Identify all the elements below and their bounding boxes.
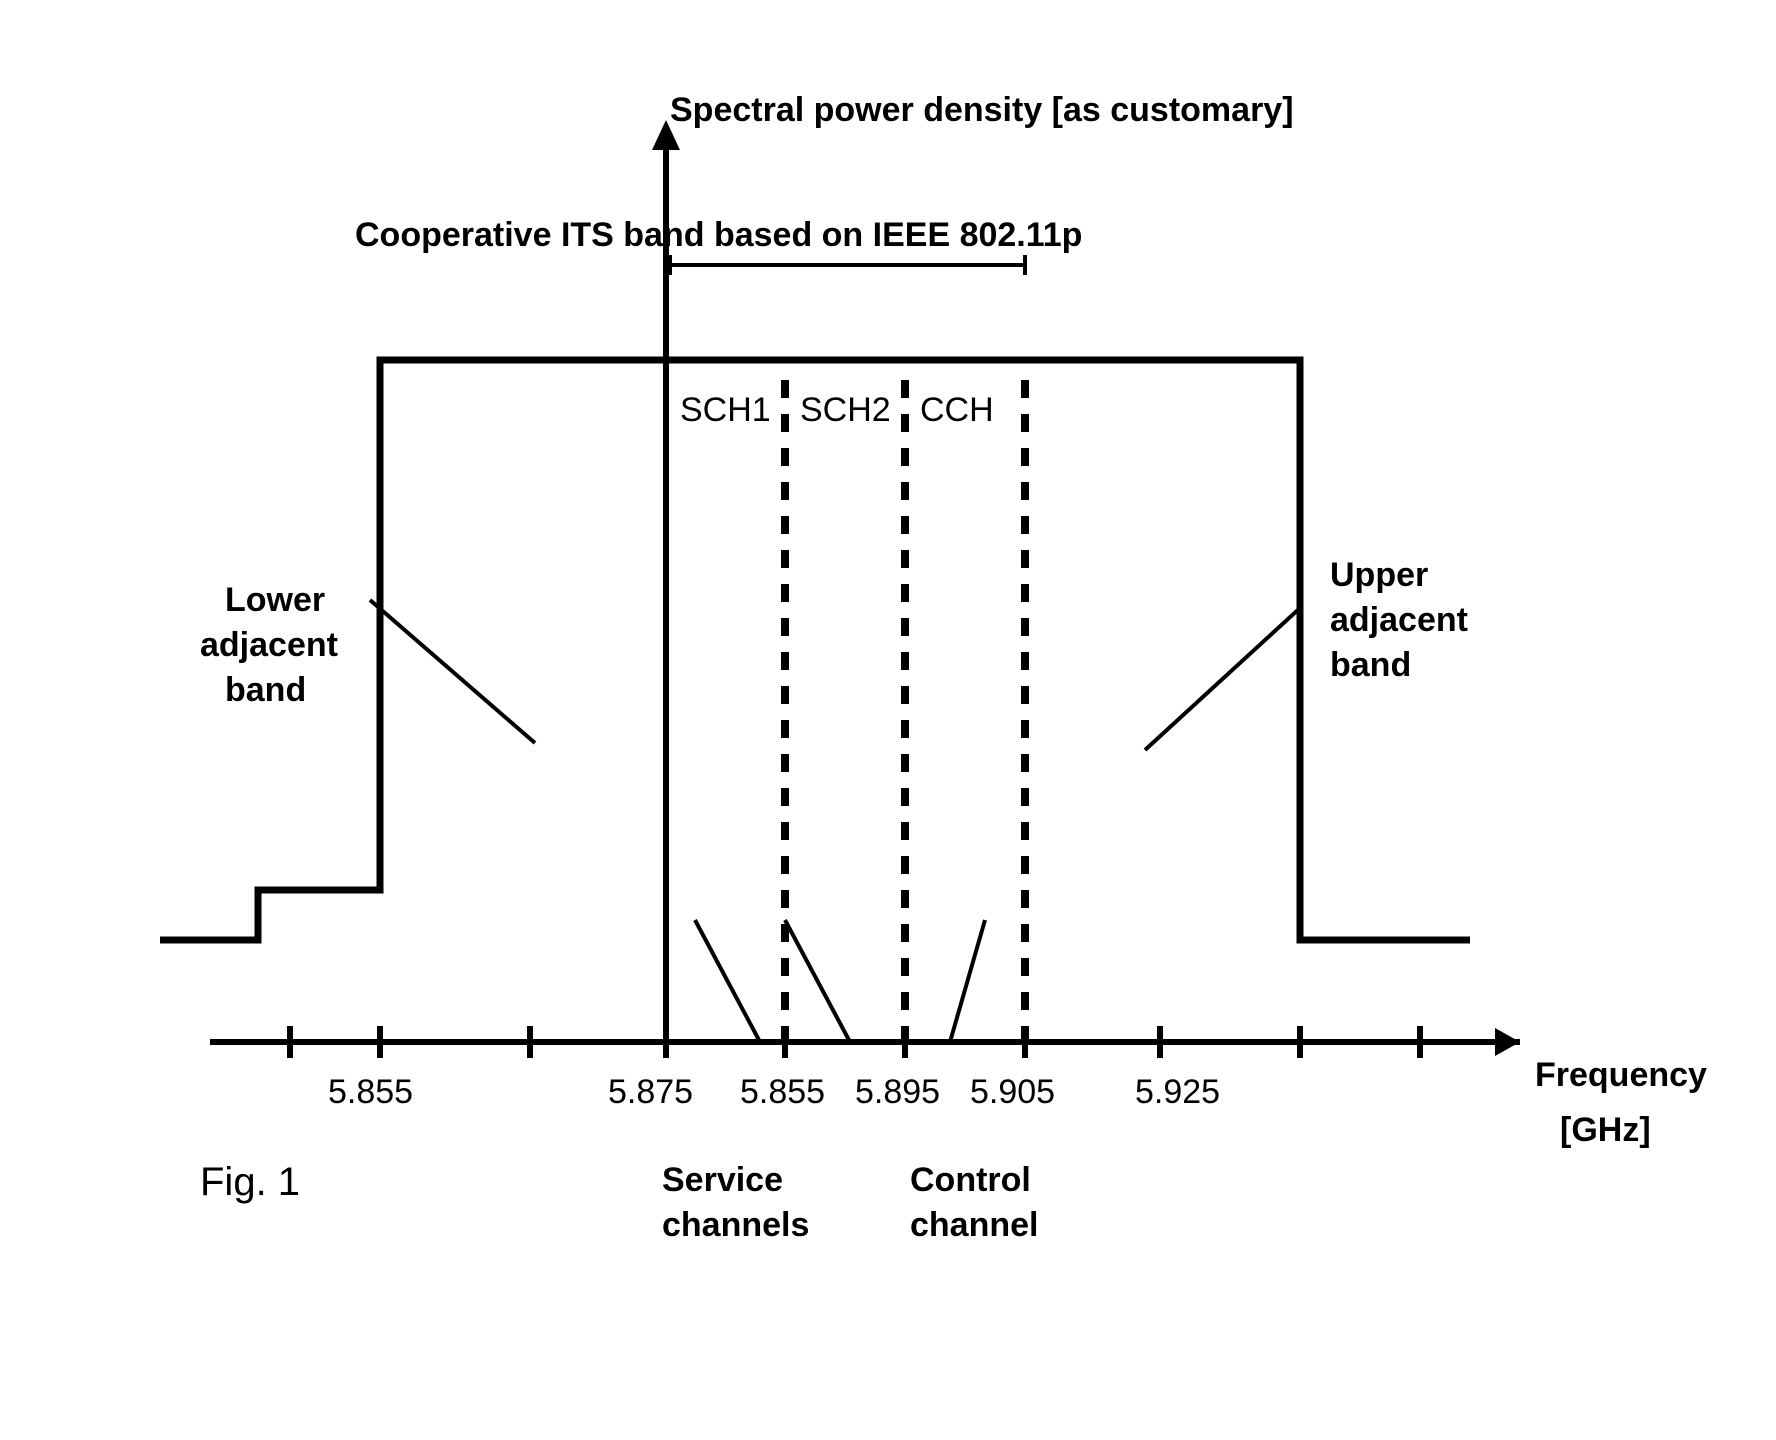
lower-band-leader xyxy=(370,600,535,743)
service-leader-1 xyxy=(695,920,760,1042)
sch2-label: SCH2 xyxy=(800,390,891,431)
control-channel-label-1: Control xyxy=(910,1160,1031,1201)
upper-band-label-3: band xyxy=(1330,645,1411,686)
service-leader-2 xyxy=(785,920,850,1042)
x-axis-arrow xyxy=(1495,1028,1520,1056)
lower-band-label-2: adjacent xyxy=(200,625,338,666)
its-band-range-bar xyxy=(670,255,1025,275)
upper-band-leader xyxy=(1145,608,1300,750)
upper-band-label-1: Upper xyxy=(1330,555,1428,596)
tick-label-5-895: 5.895 xyxy=(855,1072,940,1113)
callout-lines xyxy=(370,600,1300,1042)
lower-band-label-1: Lower xyxy=(225,580,325,621)
control-channel-label-2: channel xyxy=(910,1205,1038,1246)
y-axis-label: Spectral power density [as customary] xyxy=(670,90,1294,131)
sch1-label: SCH1 xyxy=(680,390,771,431)
control-leader xyxy=(950,920,985,1042)
x-axis-label-2: [GHz] xyxy=(1560,1110,1651,1151)
x-axis-label-1: Frequency xyxy=(1535,1055,1707,1096)
tick-label-5-855: 5.855 xyxy=(328,1072,413,1113)
tick-label-5-855b: 5.855 xyxy=(740,1072,825,1113)
upper-band-label-2: adjacent xyxy=(1330,600,1468,641)
its-band-label: Cooperative ITS band based on IEEE 802.1… xyxy=(355,215,1082,256)
tick-label-5-875: 5.875 xyxy=(608,1072,693,1113)
figure-caption: Fig. 1 xyxy=(200,1160,300,1205)
tick-label-5-905: 5.905 xyxy=(970,1072,1055,1113)
spectral-envelope xyxy=(160,360,1470,940)
service-channels-label-2: channels xyxy=(662,1205,809,1246)
service-channels-label-1: Service xyxy=(662,1160,783,1201)
lower-band-label-3: band xyxy=(225,670,306,711)
tick-label-5-925: 5.925 xyxy=(1135,1072,1220,1113)
figure-container: Spectral power density [as customary] Co… xyxy=(0,0,1776,1440)
channel-dividers xyxy=(785,380,1025,1042)
cch-label: CCH xyxy=(920,390,994,431)
